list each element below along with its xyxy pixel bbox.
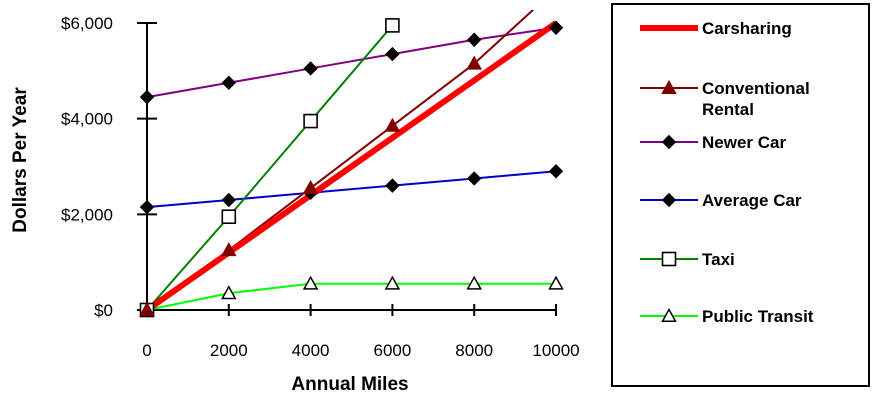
data-point-average-car (139, 199, 155, 215)
series-line-public-transit (146, 282, 556, 310)
x-tick-label: 2000 (210, 341, 248, 360)
series-line-average-car (146, 170, 557, 209)
legend-label-public-transit: Public Transit (702, 307, 814, 326)
data-point-conventional-rental (466, 55, 482, 70)
data-point-average-car (548, 164, 564, 179)
legend-label-average-car: Average Car (702, 191, 802, 210)
data-point-public-transit (302, 275, 319, 290)
data-point-taxi (303, 113, 318, 129)
data-point-public-transit (221, 285, 237, 300)
series-line-newer-car (146, 26, 557, 99)
data-point-conventional-rental (139, 301, 155, 316)
data-point-newer-car (385, 46, 400, 62)
y-tick-label: $2,000 (61, 205, 113, 224)
legend-marker-public-transit (661, 307, 677, 322)
data-point-public-transit (384, 275, 401, 290)
series-line-taxi (146, 24, 394, 310)
legend-label-conventional-rental: Conventional (702, 79, 810, 98)
data-point-conventional-rental (384, 117, 401, 132)
data-point-newer-car (139, 89, 155, 105)
x-axis-title: Annual Miles (291, 374, 408, 395)
data-point-taxi (221, 209, 237, 225)
x-tick-label: 4000 (292, 341, 330, 360)
data-point-taxi (385, 18, 400, 33)
legend-label-carsharing: Carsharing (702, 19, 792, 38)
legend-label-taxi: Taxi (702, 250, 735, 269)
tick-labels: $0 $2,000 $4,000 $6,000 0 2000 4000 6000 8000 100… (61, 14, 580, 360)
legend-label-conventional-rental: Rental (702, 100, 754, 119)
x-tick-label: 6000 (373, 341, 411, 360)
y-tick-label: $0 (94, 301, 113, 320)
legend-marker-average-car (661, 192, 677, 208)
data-point-public-transit (548, 275, 564, 290)
series-line-carsharing (145, 20, 558, 310)
series-line-conventional-rental (146, 10, 535, 310)
data-point-average-car (221, 192, 237, 208)
data-point-newer-car (548, 20, 564, 35)
legend-box (611, 3, 870, 387)
series-group (145, 10, 558, 310)
axes (137, 22, 557, 316)
legend-marker-newer-car (661, 134, 677, 150)
data-point-newer-car (466, 32, 482, 47)
data-point-average-car (385, 178, 400, 193)
data-point-conventional-rental (302, 179, 319, 194)
markers-group (139, 18, 564, 318)
x-tick-label: 0 (142, 341, 151, 360)
legend-marker-taxi (661, 251, 677, 267)
data-point-newer-car (221, 75, 237, 90)
data-point-newer-car (303, 61, 318, 76)
y-axis-title: Dollars Per Year (10, 87, 31, 233)
y-tick-label: $4,000 (61, 110, 113, 129)
x-tick-label: 10000 (532, 341, 579, 360)
x-tick-label: 8000 (455, 341, 493, 360)
legend-label-newer-car: Newer Car (702, 133, 786, 152)
data-point-public-transit (466, 275, 482, 290)
legend-marker-conventional-rental (661, 79, 677, 94)
legend: Carsharing Conventional Rental Newer Car Ave… (611, 3, 870, 387)
data-point-average-car (466, 171, 482, 186)
y-tick-label: $6,000 (61, 14, 113, 33)
data-point-conventional-rental (221, 242, 237, 257)
